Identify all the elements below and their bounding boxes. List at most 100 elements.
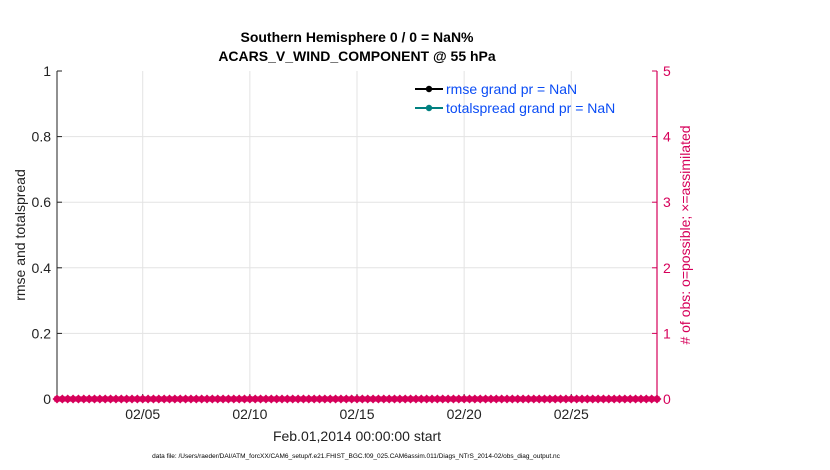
legend-totalspread-marker (425, 104, 433, 112)
y-tick-label-right: 3 (663, 194, 671, 210)
obs-assimilated-marker (327, 396, 334, 402)
y-tick-label-left: 0.4 (32, 260, 52, 276)
obs-assimilated-marker (59, 396, 66, 402)
obs-assimilated-marker (413, 396, 419, 402)
obs-assimilated-marker (102, 396, 109, 402)
obs-assimilated-marker (407, 396, 414, 402)
grid (57, 71, 657, 399)
obs-assimilated-marker (70, 396, 76, 402)
obs-assimilated-marker (289, 396, 296, 402)
obs-assimilated-marker (241, 396, 248, 402)
obs-assimilated-marker (563, 396, 569, 402)
y-axis-label-right: # of obs: o=possible; ×=assimilated (677, 125, 693, 344)
obs-assimilated-marker (621, 396, 628, 402)
obs-assimilated-marker (525, 396, 532, 402)
x-tick-label: 02/15 (339, 406, 374, 422)
legend-rmse-marker (425, 85, 433, 93)
obs-assimilated-marker (113, 396, 119, 402)
obs-assimilated-marker (579, 396, 585, 402)
x-tick-label: 02/20 (447, 406, 482, 422)
obs-assimilated-marker (129, 396, 135, 402)
obs-assimilated-marker (488, 396, 494, 402)
y-ticks-right: 0 1 2 3 4 5 (652, 63, 671, 407)
obs-assimilated-marker (541, 396, 548, 402)
obs-assimilated-marker (477, 396, 484, 402)
obs-assimilated-marker (166, 396, 173, 402)
obs-assimilated-marker (595, 396, 601, 402)
obs-assimilated-marker (182, 396, 189, 402)
obs-assimilated-marker (632, 396, 639, 402)
legend-rmse-label: rmse grand pr = NaN (446, 81, 577, 97)
obs-assimilated-marker (284, 396, 291, 402)
y-axis-label-left: rmse and totalspread (12, 169, 28, 301)
obs-assimilated-marker (482, 396, 489, 402)
obs-assimilated-marker (209, 396, 216, 402)
obs-assimilated-marker (155, 396, 162, 402)
obs-assimilated-marker (536, 396, 543, 402)
footnote: data file: /Users/raeder/DAI/ATM_forcXX/… (152, 453, 561, 460)
obs-assimilated-marker (171, 396, 178, 402)
obs-assimilated-marker (86, 396, 93, 402)
obs-assimilated-marker (386, 396, 393, 402)
obs-assimilated-marker (107, 396, 114, 402)
obs-assimilated-marker (514, 396, 521, 402)
obs-assimilated-marker (343, 396, 350, 402)
obs-assimilated-marker (423, 396, 430, 402)
obs-assimilated-marker (648, 396, 655, 402)
obs-assimilated-marker (257, 396, 264, 402)
obs-assimilated-marker (80, 396, 87, 402)
obs-assimilated-marker (466, 396, 473, 402)
obs-assimilated-marker (520, 396, 526, 402)
obs-assimilated-marker (654, 396, 660, 402)
y-tick-label-right: 5 (663, 63, 671, 79)
obs-assimilated-marker (91, 396, 98, 402)
obs-assimilated-marker (236, 396, 243, 402)
obs-assimilated-marker (600, 396, 607, 402)
obs-assimilated-marker (552, 396, 559, 402)
obs-assimilated-marker (573, 396, 580, 402)
obs-assimilated-marker (198, 396, 205, 402)
obs-assimilated-marker (445, 396, 451, 402)
obs-assimilated-marker (311, 396, 318, 402)
x-tick-label: 02/10 (232, 406, 267, 422)
obs-assimilated-marker (396, 396, 403, 402)
obs-assimilated-marker (75, 396, 82, 402)
y-tick-label-left: 0.2 (32, 325, 52, 341)
obs-assimilated-marker (220, 396, 226, 402)
x-tick-label: 02/05 (125, 406, 160, 422)
obs-assimilated-marker (300, 396, 307, 402)
obs-assimilated-marker (380, 396, 387, 402)
obs-assimilated-marker (370, 396, 376, 402)
obs-assimilated-marker (568, 396, 575, 402)
obs-assimilated-marker (461, 396, 468, 402)
y-tick-label-left: 1 (43, 63, 51, 79)
obs-assimilated-marker (359, 396, 366, 402)
obs-assimilated-marker (214, 396, 221, 402)
y-tick-label-right: 1 (663, 325, 671, 341)
obs-assimilated-marker (611, 396, 618, 402)
obs-assimilated-marker (54, 396, 60, 402)
obs-assimilated-marker (295, 396, 301, 402)
obs-assimilated-marker (530, 396, 537, 402)
obs-assimilated-marker (509, 396, 516, 402)
obs-assimilated-marker (145, 396, 151, 402)
legend-totalspread-label: totalspread grand pr = NaN (446, 100, 615, 116)
obs-assimilated-marker (134, 396, 141, 402)
obs-assimilated-marker (225, 396, 232, 402)
obs-assimilated-marker (643, 396, 650, 402)
obs-assimilated-marker (139, 396, 146, 402)
legend: rmse grand pr = NaN totalspread grand pr… (415, 81, 615, 116)
obs-assimilated-marker (263, 396, 269, 402)
obs-assimilated-marker (557, 396, 564, 402)
obs-assimilated-marker (305, 396, 312, 402)
obs-assimilated-marker (348, 396, 355, 402)
obs-assimilated-marker (204, 396, 210, 402)
obs-assimilated-marker (589, 396, 596, 402)
obs-markers (52, 394, 662, 404)
obs-assimilated-marker (627, 396, 634, 402)
obs-assimilated-marker (504, 396, 510, 402)
y-ticks-left: 0 0.2 0.4 0.6 0.8 1 (32, 63, 62, 407)
obs-assimilated-marker (354, 396, 360, 402)
chart-title-line-1: Southern Hemisphere 0 / 0 = NaN% (240, 29, 474, 45)
obs-assimilated-marker (279, 396, 285, 402)
